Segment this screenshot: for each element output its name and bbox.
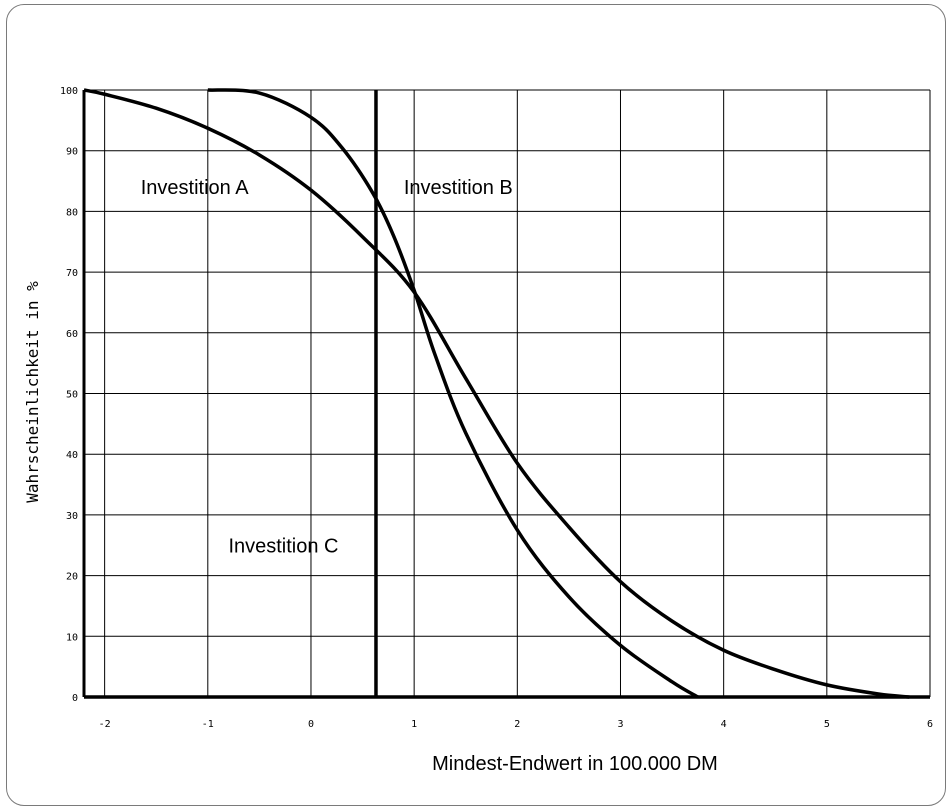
annotation-investition-a: Investition A xyxy=(141,177,250,199)
y-tick-label: 80 xyxy=(66,207,78,218)
x-tick-label: 2 xyxy=(514,719,520,730)
y-tick-label: 20 xyxy=(66,572,78,583)
x-tick-labels: -2 -1 0 1 2 3 4 5 6 xyxy=(99,719,933,730)
x-tick-label: 6 xyxy=(927,719,933,730)
y-tick-label: 0 xyxy=(72,693,78,704)
investition-a-line xyxy=(83,88,910,699)
y-tick-label: 70 xyxy=(66,268,78,279)
investition-b-line xyxy=(207,88,699,699)
annotations: Investition A Investition B Investition C xyxy=(141,177,513,557)
y-tick-label: 50 xyxy=(66,390,78,401)
x-axis-label: Mindest-Endwert in 100.000 DM xyxy=(432,753,718,775)
y-tick-label: 100 xyxy=(60,86,78,97)
x-tick-label: 5 xyxy=(824,719,830,730)
annotation-investition-b: Investition B xyxy=(404,177,513,199)
chart-frame xyxy=(6,4,946,806)
y-tick-labels: 0 10 20 30 40 50 60 70 80 90 100 xyxy=(60,86,78,704)
x-tick-label: -2 xyxy=(99,719,111,730)
y-tick-label: 10 xyxy=(66,632,78,643)
x-tick-label: 4 xyxy=(721,719,727,730)
x-tick-label: 1 xyxy=(411,719,417,730)
y-tick-label: 60 xyxy=(66,329,78,340)
y-tick-label: 90 xyxy=(66,147,78,158)
x-tick-label: 0 xyxy=(308,719,314,730)
annotation-investition-c: Investition C xyxy=(228,535,338,557)
x-tick-label: -1 xyxy=(202,719,214,730)
series xyxy=(83,88,910,699)
x-tick-label: 3 xyxy=(617,719,623,730)
y-axis-label: Wahrscheinlichkeit in % xyxy=(23,281,42,503)
y-tick-label: 40 xyxy=(66,450,78,461)
y-tick-label: 30 xyxy=(66,511,78,522)
